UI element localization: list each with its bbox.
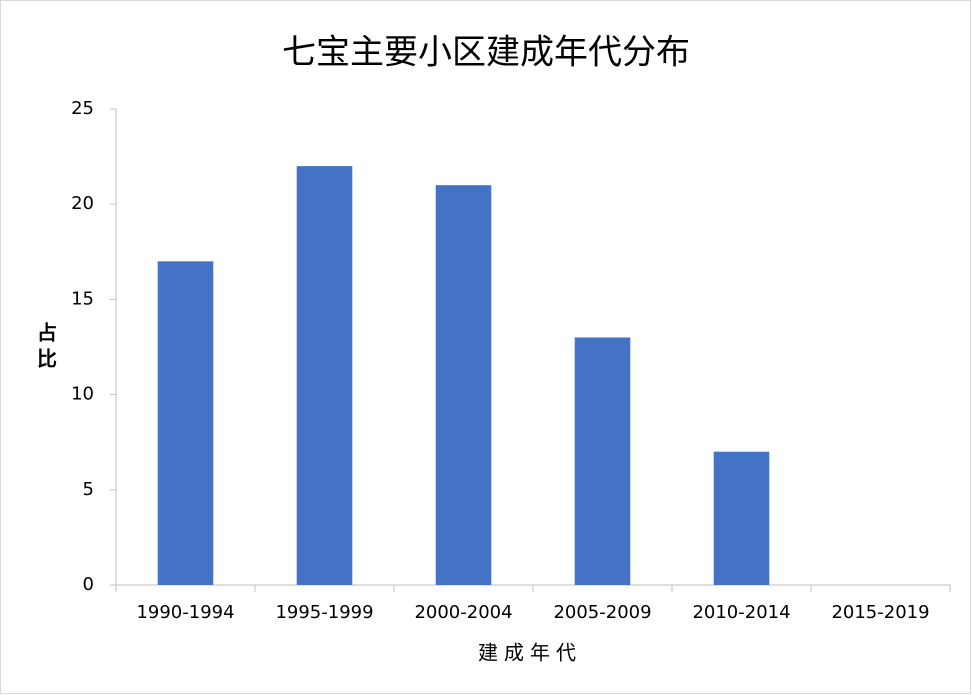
y-tick-label: 15 bbox=[71, 288, 94, 309]
y-tick-label: 20 bbox=[71, 193, 94, 214]
chart-title: 七宝主要小区建成年代分布 bbox=[282, 33, 690, 73]
y-axis-title: 占比 bbox=[34, 322, 58, 374]
bar bbox=[157, 261, 214, 585]
x-tick-label: 1990-1994 bbox=[136, 602, 234, 623]
bar bbox=[435, 185, 492, 585]
x-tick-label: 2005-2009 bbox=[553, 602, 651, 623]
bar bbox=[713, 451, 770, 585]
bar bbox=[296, 166, 353, 585]
x-tick-label: 2015-2019 bbox=[831, 602, 929, 623]
bar bbox=[574, 337, 631, 585]
y-tick-label: 0 bbox=[83, 574, 94, 595]
y-tick-label: 5 bbox=[83, 479, 94, 500]
x-axis-title: 建成年代 bbox=[478, 641, 582, 665]
y-tick-label: 25 bbox=[71, 98, 94, 119]
x-tick-label: 2010-2014 bbox=[692, 602, 790, 623]
x-tick-label: 2000-2004 bbox=[414, 602, 512, 623]
x-tick-label: 1995-1999 bbox=[275, 602, 373, 623]
y-tick-label: 10 bbox=[71, 384, 94, 405]
